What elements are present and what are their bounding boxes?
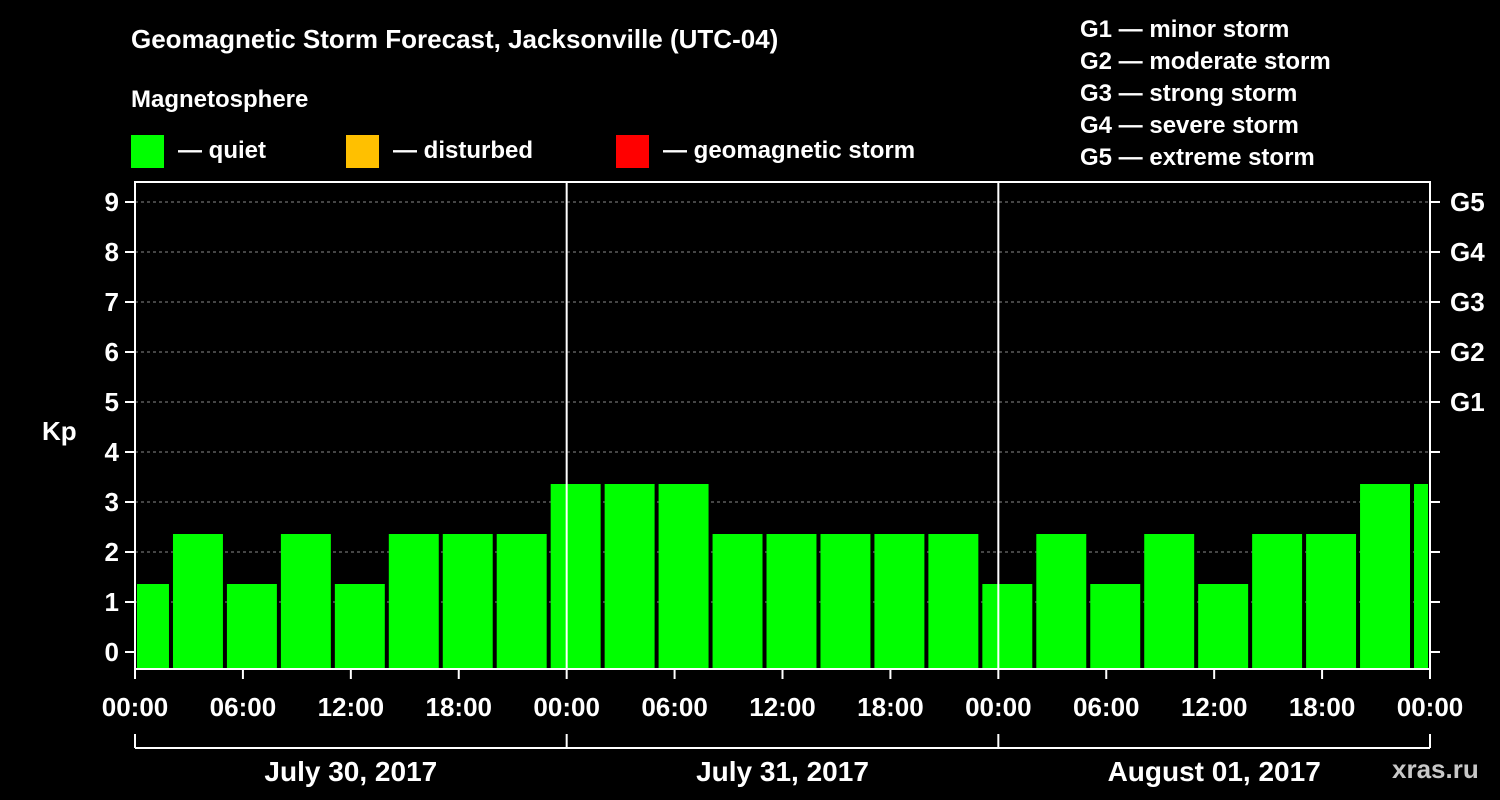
legend-item-quiet: — quiet <box>131 134 266 168</box>
right-axis-label-g3: G3 <box>1450 287 1485 317</box>
bar-13 <box>820 534 871 668</box>
bar-0 <box>137 584 169 668</box>
x-tick-label-4: 00:00 <box>533 692 600 722</box>
day-label-0: July 30, 2017 <box>264 756 437 787</box>
legend-label-storm: — geomagnetic storm <box>663 137 916 164</box>
storm-level-g2: G2 — moderate storm <box>1080 48 1331 75</box>
bar-24 <box>1414 484 1428 668</box>
y-tick-label-7: 7 <box>105 287 119 317</box>
bar-16 <box>982 584 1033 668</box>
bar-18 <box>1090 584 1141 668</box>
storm-level-g4: G4 — severe storm <box>1080 112 1299 139</box>
x-tick-label-0: 00:00 <box>102 692 169 722</box>
chart-title: Geomagnetic Storm Forecast, Jacksonville… <box>131 24 779 54</box>
bar-22 <box>1306 534 1357 668</box>
legend-label-disturbed: — disturbed <box>393 137 534 164</box>
x-tick-label-7: 18:00 <box>857 692 924 722</box>
legend-item-storm: — geomagnetic storm <box>616 134 915 168</box>
x-tick-label-3: 18:00 <box>426 692 493 722</box>
watermark: xras.ru <box>1392 754 1479 784</box>
right-axis-label-g1: G1 <box>1450 387 1485 417</box>
x-tick-label-6: 12:00 <box>749 692 816 722</box>
bar-20 <box>1198 584 1249 668</box>
legend-label-quiet: — quiet <box>178 137 266 164</box>
bar-4 <box>334 584 385 668</box>
x-tick-label-1: 06:00 <box>210 692 277 722</box>
legend-swatch-storm <box>616 134 649 168</box>
bar-2 <box>226 584 277 668</box>
bar-6 <box>442 534 493 668</box>
storm-level-g5: G5 — extreme storm <box>1080 144 1315 171</box>
storm-level-g3: G3 — strong storm <box>1080 80 1298 107</box>
right-axis-label-g2: G2 <box>1450 337 1485 367</box>
bar-3 <box>280 534 331 668</box>
bar-8 <box>550 484 601 668</box>
bar-19 <box>1144 534 1195 668</box>
bar-12 <box>766 534 817 668</box>
y-axis-label: Kp <box>42 416 77 446</box>
bar-21 <box>1252 534 1303 668</box>
legend-item-disturbed: — disturbed <box>346 134 533 168</box>
bar-17 <box>1036 534 1087 668</box>
legend-subtitle: Magnetosphere <box>131 86 309 113</box>
x-tick-label-10: 12:00 <box>1181 692 1248 722</box>
y-tick-label-4: 4 <box>105 437 120 467</box>
right-axis-label-g4: G4 <box>1450 237 1485 267</box>
storm-level-g1: G1 — minor storm <box>1080 16 1290 43</box>
y-tick-label-0: 0 <box>105 637 119 667</box>
day-label-1: July 31, 2017 <box>696 756 869 787</box>
bar-11 <box>712 534 763 668</box>
bar-1 <box>172 534 223 668</box>
bar-14 <box>874 534 925 668</box>
bar-10 <box>658 484 709 668</box>
x-tick-label-8: 00:00 <box>965 692 1032 722</box>
y-tick-label-1: 1 <box>105 587 119 617</box>
y-tick-label-8: 8 <box>105 237 119 267</box>
bar-9 <box>604 484 655 668</box>
right-axis-label-g5: G5 <box>1450 187 1485 217</box>
y-tick-label-6: 6 <box>105 337 119 367</box>
bar-5 <box>388 534 439 668</box>
bar-15 <box>928 534 979 668</box>
y-tick-label-2: 2 <box>105 537 119 567</box>
x-tick-label-5: 06:00 <box>641 692 708 722</box>
y-tick-label-9: 9 <box>105 187 119 217</box>
legend-swatch-quiet <box>131 134 164 168</box>
y-tick-label-3: 3 <box>105 487 119 517</box>
bar-23 <box>1360 484 1411 668</box>
y-tick-label-5: 5 <box>105 387 119 417</box>
x-tick-label-9: 06:00 <box>1073 692 1140 722</box>
bar-7 <box>496 534 547 668</box>
x-tick-label-12: 00:00 <box>1397 692 1464 722</box>
legend-swatch-disturbed <box>346 134 379 168</box>
x-tick-label-2: 12:00 <box>318 692 385 722</box>
x-tick-label-11: 18:00 <box>1289 692 1356 722</box>
day-label-2: August 01, 2017 <box>1108 756 1321 787</box>
